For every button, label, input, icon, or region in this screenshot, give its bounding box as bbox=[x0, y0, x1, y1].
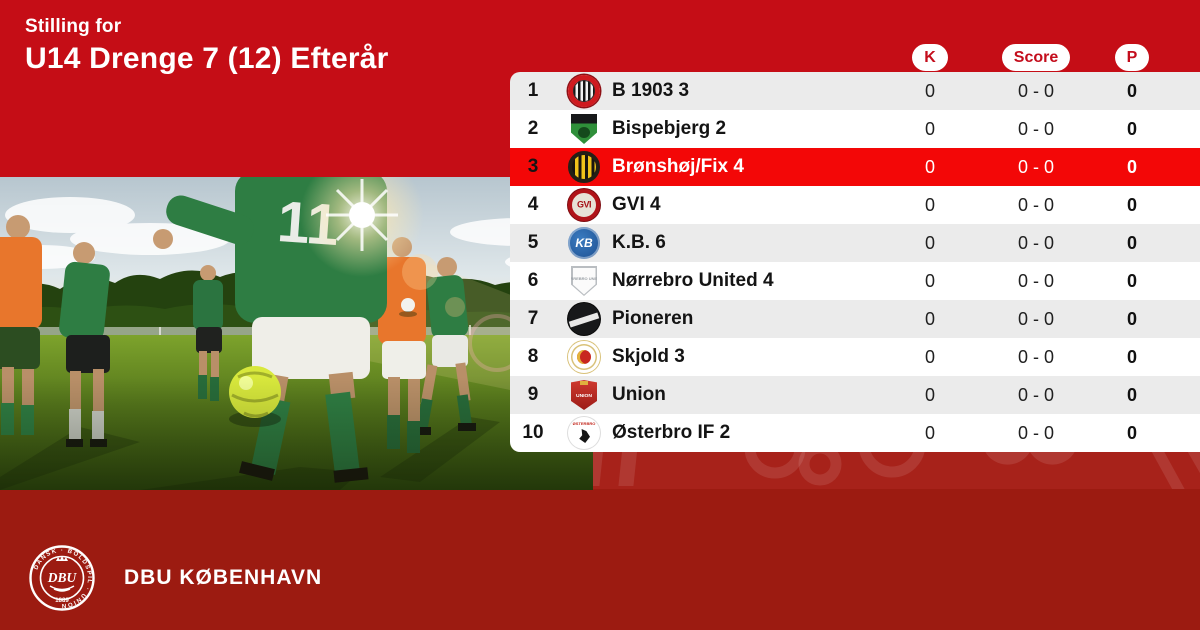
footer-brand: DANSK · BOLDSPIL · UNION DBU 1889 DBU KØ… bbox=[28, 544, 322, 612]
row-position: 2 bbox=[527, 118, 539, 139]
match-photo: 11 bbox=[0, 177, 593, 490]
team-name: B 1903 3 bbox=[612, 80, 690, 101]
row-position: 7 bbox=[527, 308, 539, 329]
team-crest-icon: ØSTERBRO bbox=[568, 417, 600, 449]
team-name: Brønshøj/Fix 4 bbox=[612, 156, 744, 177]
page-title: U14 Drenge 7 (12) Efterår bbox=[25, 42, 389, 75]
crest-center-text: DBU bbox=[47, 570, 78, 585]
cell-p: 0 bbox=[1126, 422, 1137, 443]
cell-score: 0 - 0 bbox=[1017, 118, 1055, 139]
brand-wordmark: DBU KØBENHAVN bbox=[124, 566, 323, 589]
cell-k: 0 bbox=[924, 232, 935, 253]
row-position: 3 bbox=[527, 156, 539, 177]
crest-text: KB bbox=[575, 236, 593, 250]
row-position: 9 bbox=[527, 384, 539, 405]
cell-p: 0 bbox=[1126, 118, 1137, 139]
cell-p: 0 bbox=[1126, 80, 1137, 101]
row-position: 8 bbox=[527, 346, 539, 367]
cell-k: 0 bbox=[924, 118, 935, 139]
cell-k: 0 bbox=[924, 270, 935, 291]
watermark-pattern bbox=[584, 452, 1200, 489]
cell-score: 0 - 0 bbox=[1017, 80, 1055, 101]
team-crest-icon bbox=[571, 114, 597, 144]
team-crest-icon bbox=[568, 303, 600, 335]
table-row: 5 KB K.B. 6 0 0 - 0 0 bbox=[510, 224, 1200, 262]
cell-p: 0 bbox=[1126, 232, 1137, 253]
team-crest-icon: NØRREBRO UNITED bbox=[571, 266, 597, 296]
crest-text: GVI bbox=[576, 199, 592, 210]
column-pill-p: P bbox=[1114, 44, 1150, 71]
table-row: 4 GVI GVI 4 0 0 - 0 0 bbox=[510, 186, 1200, 224]
team-name: Skjold 3 bbox=[612, 346, 685, 367]
team-name: Nørrebro United 4 bbox=[612, 270, 774, 291]
team-name: Østerbro IF 2 bbox=[612, 422, 731, 443]
team-name: Bispebjerg 2 bbox=[612, 118, 727, 139]
team-crest-icon bbox=[568, 75, 600, 107]
dbu-crest-logo: DANSK · BOLDSPIL · UNION DBU 1889 bbox=[29, 545, 95, 611]
cell-p: 0 bbox=[1126, 308, 1137, 329]
standings-table: 1 B 1903 3 0 0 - 0 0 2 Bispebjerg 2 0 0 … bbox=[510, 72, 1200, 452]
cell-p: 0 bbox=[1126, 156, 1137, 177]
row-position: 1 bbox=[527, 80, 539, 101]
team-crest-icon: UNION bbox=[571, 380, 597, 410]
cell-p: 0 bbox=[1126, 194, 1137, 215]
cell-k: 0 bbox=[924, 194, 935, 215]
crest-text: ØSTERBRO bbox=[572, 421, 596, 426]
column-pill-score: Score bbox=[1001, 44, 1071, 71]
cell-k: 0 bbox=[924, 346, 935, 367]
cell-p: 0 bbox=[1126, 346, 1137, 367]
table-column-header: K Score P bbox=[510, 44, 1200, 72]
row-position: 5 bbox=[527, 232, 539, 253]
table-row: 2 Bispebjerg 2 0 0 - 0 0 bbox=[510, 110, 1200, 148]
header: Stilling for U14 Drenge 7 (12) Efterår bbox=[25, 16, 388, 76]
row-position: 6 bbox=[527, 270, 539, 291]
background-bottom bbox=[0, 489, 1200, 630]
cell-k: 0 bbox=[924, 156, 935, 177]
cell-score: 0 - 0 bbox=[1017, 156, 1055, 177]
crest-text: NØRREBRO UNITED bbox=[564, 276, 604, 282]
cell-p: 0 bbox=[1126, 384, 1137, 405]
cell-k: 0 bbox=[924, 384, 935, 405]
cell-score: 0 - 0 bbox=[1017, 270, 1055, 291]
standings-rows: 1 B 1903 3 0 0 - 0 0 2 Bispebjerg 2 0 0 … bbox=[510, 72, 1200, 452]
team-crest-icon: GVI bbox=[568, 189, 600, 221]
team-name: K.B. 6 bbox=[612, 232, 666, 253]
cell-k: 0 bbox=[924, 80, 935, 101]
cell-score: 0 - 0 bbox=[1017, 422, 1055, 443]
table-row: 1 B 1903 3 0 0 - 0 0 bbox=[510, 72, 1200, 110]
table-row: 7 Pioneren 0 0 - 0 0 bbox=[510, 300, 1200, 338]
standings-eyebrow: Stilling for bbox=[25, 16, 122, 37]
team-crest-icon: KB bbox=[568, 227, 600, 259]
crest-year: 1889 bbox=[55, 597, 69, 604]
cell-score: 0 - 0 bbox=[1017, 384, 1055, 405]
cell-score: 0 - 0 bbox=[1017, 346, 1055, 367]
cell-k: 0 bbox=[924, 422, 935, 443]
cell-score: 0 - 0 bbox=[1017, 232, 1055, 253]
team-name: Pioneren bbox=[612, 308, 694, 329]
row-position: 10 bbox=[522, 422, 544, 443]
cell-k: 0 bbox=[924, 308, 935, 329]
table-row: 6 NØRREBRO UNITED Nørrebro United 4 0 0 … bbox=[510, 262, 1200, 300]
row-position: 4 bbox=[527, 194, 539, 215]
cell-score: 0 - 0 bbox=[1017, 308, 1055, 329]
cell-p: 0 bbox=[1126, 270, 1137, 291]
crest-text: UNION bbox=[576, 392, 592, 399]
table-row: 10 ØSTERBRO Østerbro IF 2 0 0 - 0 0 bbox=[510, 414, 1200, 452]
table-row: 8 Skjold 3 0 0 - 0 0 bbox=[510, 338, 1200, 376]
team-name: Union bbox=[612, 384, 666, 405]
team-crest-icon bbox=[568, 341, 600, 373]
cell-score: 0 - 0 bbox=[1017, 194, 1055, 215]
column-pill-k: K bbox=[912, 44, 948, 71]
table-row: 9 UNION Union 0 0 - 0 0 bbox=[510, 376, 1200, 414]
team-name: GVI 4 bbox=[612, 194, 661, 215]
team-crest-icon bbox=[568, 151, 600, 183]
table-row: 3 Brønshøj/Fix 4 0 0 - 0 0 bbox=[510, 148, 1200, 186]
